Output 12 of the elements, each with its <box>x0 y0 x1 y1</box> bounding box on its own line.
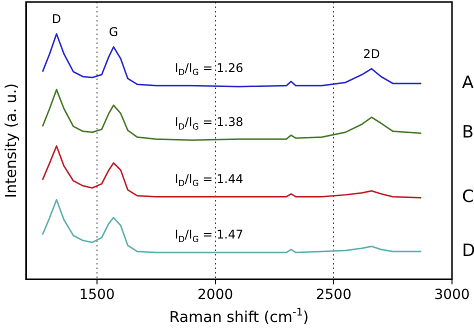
text: D <box>462 240 474 261</box>
x-tick-label: 3000 <box>434 287 470 304</box>
annotation: 2D <box>363 46 380 61</box>
text: A <box>462 72 474 93</box>
annotation: D <box>52 12 62 26</box>
x-tick-label: 1500 <box>79 287 115 304</box>
text: C <box>462 187 474 208</box>
y-axis-title: Intensity (a. u.) <box>2 83 20 198</box>
x-tick-label: 2500 <box>316 287 352 304</box>
x-tick-label: 2000 <box>198 287 234 304</box>
annotation: G <box>108 25 118 40</box>
text: B <box>462 122 474 143</box>
